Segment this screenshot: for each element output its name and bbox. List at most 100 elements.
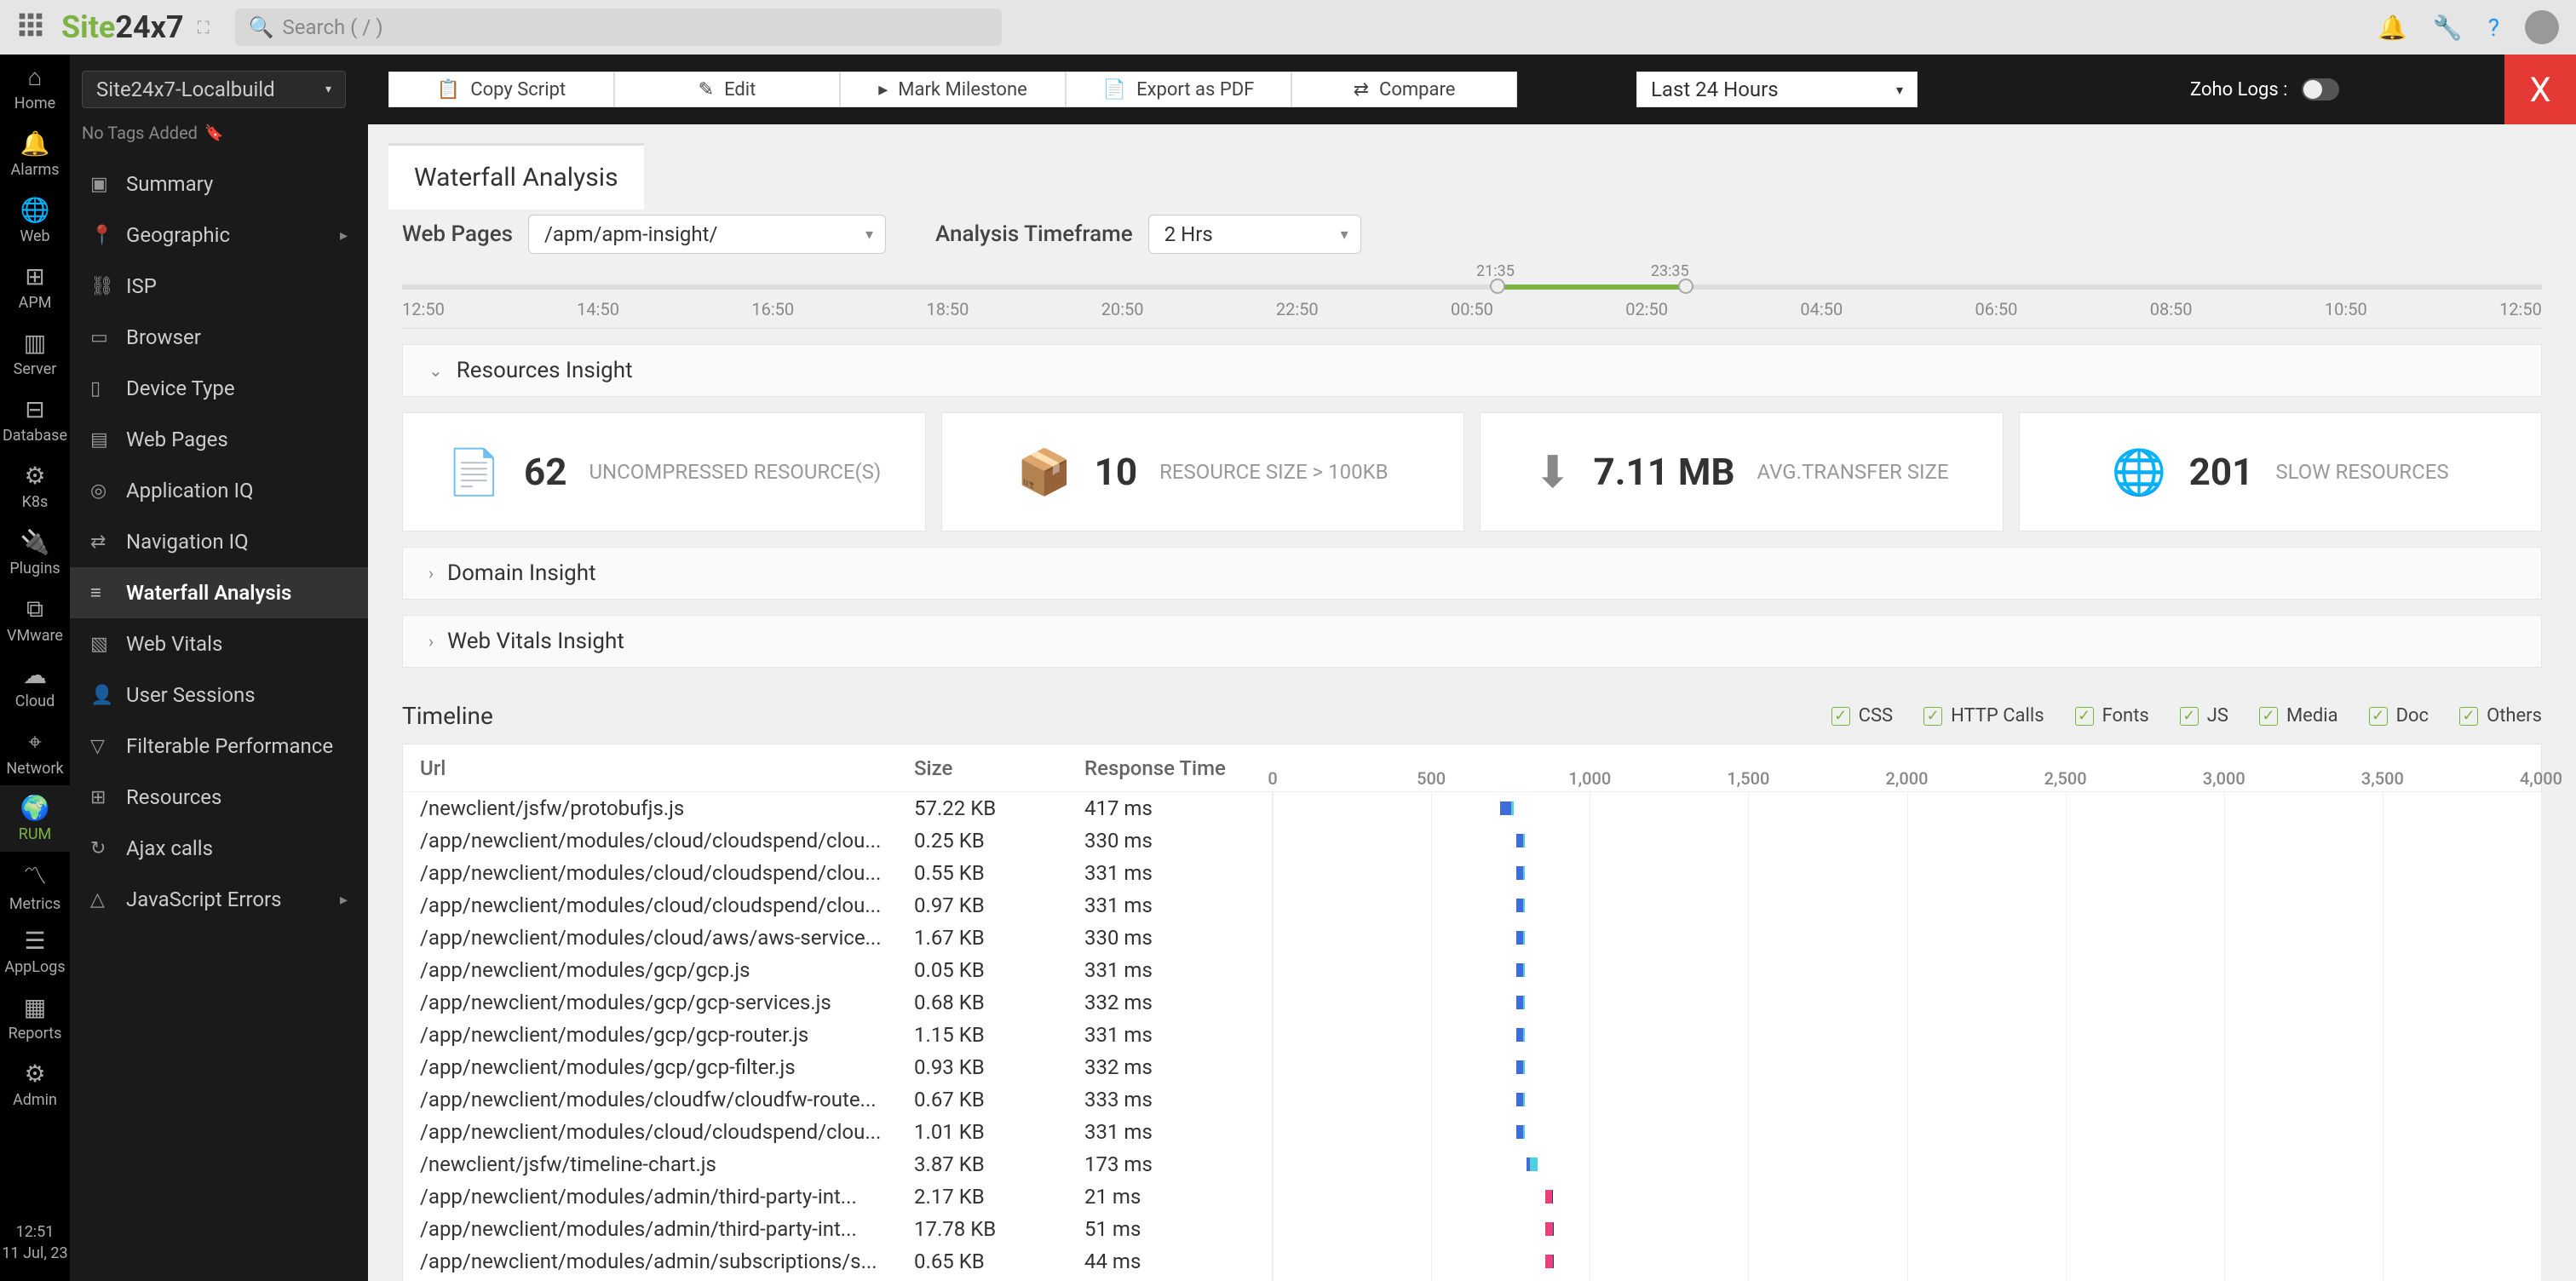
export-pdf-button[interactable]: 📄Export as PDF (1066, 72, 1291, 107)
kpi-label: UNCOMPRESSED RESOURCE(S) (589, 460, 881, 484)
wrench-icon[interactable]: 🔧 (2433, 14, 2463, 42)
copy-script-button[interactable]: 📋Copy Script (388, 72, 614, 107)
gridline (1748, 1051, 1749, 1083)
rail-cloud[interactable]: ☁Cloud (0, 652, 70, 719)
cell-chart (1272, 1180, 2541, 1213)
timeframe-dropdown[interactable]: 2 Hrs (1148, 215, 1361, 254)
mini-tick: 00:50 (1451, 299, 1493, 319)
rail-admin[interactable]: ⚙Admin (0, 1051, 70, 1117)
rail-vmware[interactable]: ⧉VMware (0, 586, 70, 652)
nav-application-iq[interactable]: ◎Application IQ (70, 465, 368, 516)
legend-js[interactable]: ✓JS (2180, 705, 2228, 727)
table-row[interactable]: /app/newclient/modules/cloud/cloudspend/… (403, 857, 2541, 889)
rail-web[interactable]: 🌐Web (0, 187, 70, 254)
table-row[interactable]: /app/newclient/modules/gcp/gcp-filter.js… (403, 1051, 2541, 1083)
nav-filterable-performance[interactable]: ▽Filterable Performance (70, 721, 368, 772)
table-row[interactable]: /app/newclient/modules/cloud/cloudspend/… (403, 1116, 2541, 1148)
nav-ajax-calls[interactable]: ↻Ajax calls (70, 823, 368, 874)
nav-waterfall-analysis[interactable]: ≡Waterfall Analysis (70, 567, 368, 618)
legend-http-calls[interactable]: ✓HTTP Calls (1923, 705, 2044, 727)
legend-fonts[interactable]: ✓Fonts (2075, 705, 2149, 727)
close-button[interactable]: X (2504, 55, 2576, 124)
table-row[interactable]: /app/newclient/modules/admin/subscriptio… (403, 1245, 2541, 1278)
legend-media[interactable]: ✓Media (2259, 705, 2338, 727)
mini-timeline[interactable]: 21:35 23:35 12:5014:5016:5018:5020:5022:… (402, 269, 2542, 329)
legend-others[interactable]: ✓Others (2459, 705, 2542, 727)
table-row[interactable]: /app/newclient/modules/admin/third-party… (403, 1213, 2541, 1245)
axis-tick: 2,500 (2044, 768, 2087, 789)
table-row[interactable]: /app/newclient/modules/cloudfw/cloudfw-r… (403, 1083, 2541, 1116)
cell-url: /app/newclient/modules/cloud/cloudspend/… (403, 829, 914, 853)
nav-label: ISP (126, 274, 157, 298)
legend-doc[interactable]: ✓Doc (2369, 705, 2429, 727)
gridline (2066, 889, 2067, 922)
bar-segment (1553, 1222, 1555, 1236)
domain-insight-header[interactable]: › Domain Insight (402, 547, 2542, 600)
help-icon[interactable]: ? (2488, 14, 2499, 42)
user-avatar[interactable] (2525, 10, 2559, 44)
rail-metrics[interactable]: 〽Metrics (0, 852, 70, 918)
nav-summary[interactable]: ▣Summary (70, 158, 368, 210)
table-row[interactable]: /app/newclient/modules/cloud/cloudspend/… (403, 889, 2541, 922)
nav-browser[interactable]: ▭Browser (70, 312, 368, 363)
cell-size: 0.55 KB (914, 861, 1084, 885)
nav-web-pages[interactable]: ▤Web Pages (70, 414, 368, 465)
rail-k8s[interactable]: ⚙K8s (0, 453, 70, 520)
edit-button[interactable]: ✎Edit (614, 72, 840, 107)
brand-logo[interactable]: Site24x7 (61, 9, 184, 45)
tag-icon[interactable]: 🔖 (204, 124, 223, 142)
mini-handle-start[interactable] (1490, 279, 1505, 294)
nav-user-sessions[interactable]: 👤User Sessions (70, 669, 368, 721)
mini-tick: 20:50 (1101, 299, 1144, 319)
time-range-selector[interactable]: Last 24 Hours ▾ (1636, 72, 1918, 107)
nav-device-type[interactable]: ▯Device Type (70, 363, 368, 414)
resources-insight-header[interactable]: ⌄ Resources Insight (402, 344, 2542, 397)
table-row[interactable]: /newclient/jsfw/protobufjs.js 57.22 KB 4… (403, 792, 2541, 824)
nav-geographic[interactable]: 📍Geographic▸ (70, 210, 368, 261)
rail-server[interactable]: ▥Server (0, 320, 70, 387)
rail-label: AppLogs (4, 958, 65, 976)
project-selector[interactable]: Site24x7-Localbuild ▾ (82, 71, 346, 108)
waterfall-bar (1516, 1028, 1621, 1042)
rail-label: K8s (22, 493, 49, 511)
mini-handle-end[interactable] (1678, 279, 1693, 294)
rail-alarms[interactable]: 🔔Alarms (0, 121, 70, 187)
gridline (1907, 1245, 1908, 1278)
table-row[interactable]: /app/newclient/modules/gcp/gcp-router.js… (403, 1019, 2541, 1051)
rail-reports[interactable]: ▦Reports (0, 985, 70, 1051)
zoho-toggle[interactable] (2302, 78, 2339, 101)
legend-label: Doc (2396, 705, 2429, 727)
rail-network[interactable]: ⌖Network (0, 719, 70, 785)
gridline (2066, 986, 2067, 1019)
pages-dropdown[interactable]: /apm/apm-insight/ (528, 215, 886, 254)
nav-web-vitals[interactable]: ▧Web Vitals (70, 618, 368, 669)
nav-navigation-iq[interactable]: ⇄Navigation IQ (70, 516, 368, 567)
rail-database[interactable]: ⊟Database (0, 387, 70, 453)
legend-css[interactable]: ✓CSS (1831, 705, 1893, 727)
rail-apm[interactable]: ⊞APM (0, 254, 70, 320)
table-row[interactable]: /app/newclient/modules/gcp/gcp-services.… (403, 986, 2541, 1019)
rail-plugins[interactable]: 🔌Plugins (0, 520, 70, 586)
table-row[interactable]: /app/newclient/modules/admin/share/share… (403, 1278, 2541, 1281)
apps-icon[interactable] (17, 11, 44, 43)
vitals-insight-header[interactable]: › Web Vitals Insight (402, 615, 2542, 668)
alarms-icon: 🔔 (20, 129, 50, 158)
compare-button[interactable]: ⇄Compare (1291, 72, 1517, 107)
expand-icon[interactable]: ⛶ (198, 17, 210, 37)
bell-icon[interactable]: 🔔 (2378, 14, 2407, 42)
table-row[interactable]: /app/newclient/modules/gcp/gcp.js 0.05 K… (403, 954, 2541, 986)
gridline (1273, 1116, 1274, 1148)
rail-home[interactable]: ⌂Home (0, 55, 70, 121)
table-row[interactable]: /newclient/jsfw/timeline-chart.js 3.87 K… (403, 1148, 2541, 1180)
rail-rum[interactable]: 🌍RUM (0, 785, 70, 852)
table-row[interactable]: /app/newclient/modules/admin/third-party… (403, 1180, 2541, 1213)
rail-applogs[interactable]: ☰AppLogs (0, 918, 70, 985)
nav-javascript-errors[interactable]: △JavaScript Errors▸ (70, 874, 368, 925)
mark-milestone-button[interactable]: ▸Mark Milestone (840, 72, 1066, 107)
nav-resources[interactable]: ⊞Resources (70, 772, 368, 823)
nav-isp[interactable]: ⛓ISP (70, 261, 368, 312)
table-row[interactable]: /app/newclient/modules/cloud/cloudspend/… (403, 824, 2541, 857)
table-row[interactable]: /app/newclient/modules/cloud/aws/aws-ser… (403, 922, 2541, 954)
global-search[interactable]: 🔍 Search ( / ) (235, 9, 1002, 46)
mini-tick: 22:50 (1276, 299, 1319, 319)
